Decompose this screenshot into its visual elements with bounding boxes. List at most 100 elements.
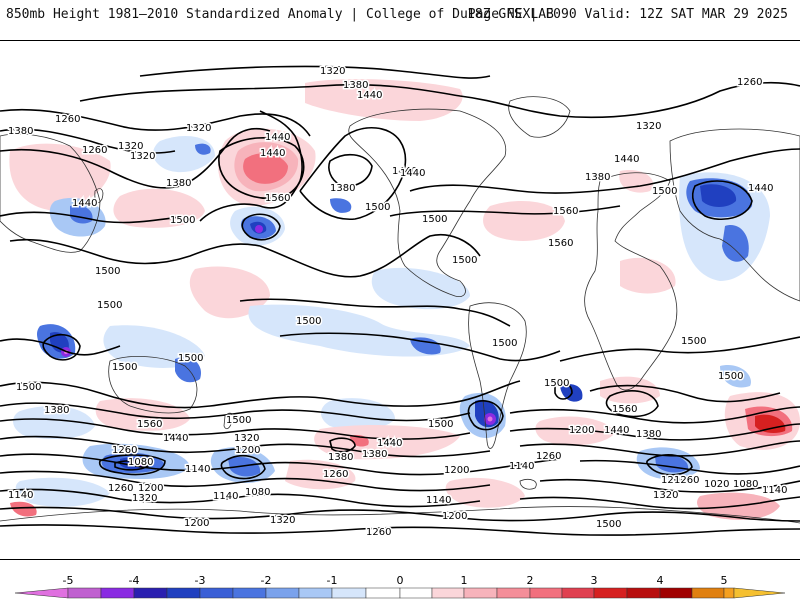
contour-label: 1380 xyxy=(44,405,69,416)
colorbar-ticks: -5 -4 -3 -2 -1 0 1 2 3 4 5 xyxy=(63,574,728,587)
colorbar-svg: -5 -4 -3 -2 -1 0 1 2 3 4 5 xyxy=(14,574,786,599)
contour-label: 1140 xyxy=(213,491,238,502)
colorbar-swatch xyxy=(733,587,786,599)
contour-label: 1560 xyxy=(265,193,290,204)
contour-label: 1200 xyxy=(444,465,469,476)
contour-label: 1320 xyxy=(234,433,259,444)
contour-label: 1440 xyxy=(748,183,773,194)
contour-label: 1260 xyxy=(737,77,762,88)
contour-label: 1200 xyxy=(661,475,686,486)
colorbar-swatch xyxy=(100,587,135,599)
colorbar-swatches xyxy=(14,587,786,599)
contour-label: 1200 xyxy=(442,511,467,522)
contour-label: 1440 xyxy=(614,154,639,165)
colorbar-swatch xyxy=(331,587,367,599)
contour-label: 1080 xyxy=(245,487,270,498)
contour-label: 1560 xyxy=(553,206,578,217)
colorbar-tick: -3 xyxy=(195,574,206,587)
contour-label: 1200 xyxy=(184,518,209,529)
contour-label: 1140 xyxy=(762,485,787,496)
contour-label: 1500 xyxy=(178,353,203,364)
contour-label: 1140 xyxy=(426,495,451,506)
colorbar-swatch xyxy=(265,587,300,599)
contour-label: 1320 xyxy=(132,493,157,504)
colorbar-tick: -2 xyxy=(261,574,272,587)
colorbar-swatch xyxy=(199,587,234,599)
colorbar-tick: 2 xyxy=(527,574,534,587)
contour-label: 1440 xyxy=(265,132,290,143)
contour-label: 1200 xyxy=(235,445,260,456)
contour-label: 1500 xyxy=(365,202,390,213)
colorbar-tick: 1 xyxy=(461,574,468,587)
colorbar-tick: -4 xyxy=(129,574,140,587)
contour-label: 1380 xyxy=(166,178,191,189)
colorbar-tick: 0 xyxy=(397,574,404,587)
coastlines xyxy=(0,96,800,524)
contour-label: 1500 xyxy=(718,371,743,382)
header: 850mb Height 1981–2010 Standardized Anom… xyxy=(0,0,800,30)
contour-label: 1260 xyxy=(108,483,133,494)
contour-label: 1320 xyxy=(636,121,661,132)
height-contours xyxy=(0,65,800,536)
contour-labels: 1320 1380 1440 1260 1260 1380 1320 1320 … xyxy=(7,65,789,540)
contour-label: 1320 xyxy=(130,151,155,162)
contour-label: 1260 xyxy=(366,527,391,538)
contour-label: 1260 xyxy=(82,145,107,156)
colorbar-swatch xyxy=(166,587,201,599)
colorbar: -5 -4 -3 -2 -1 0 1 2 3 4 5 xyxy=(10,572,790,600)
contour-label: 1200 xyxy=(138,483,163,494)
contour-label: 1440 xyxy=(604,425,629,436)
colorbar-swatch xyxy=(529,587,563,599)
contour-label: 1500 xyxy=(16,382,41,393)
contour-label: 1500 xyxy=(170,215,195,226)
colorbar-swatch xyxy=(593,587,628,599)
contour-label: 1260 xyxy=(55,114,80,125)
contour-label: 1260 xyxy=(674,475,699,486)
anomaly-map: 1320 1380 1440 1260 1260 1380 1320 1320 … xyxy=(0,41,800,559)
colorbar-swatch xyxy=(67,587,102,599)
contour-label: 1080 xyxy=(128,457,153,468)
contour-label: 1380 xyxy=(328,452,353,463)
contour-label: 1320 xyxy=(186,123,211,134)
contour-label: 1320 xyxy=(118,141,143,152)
contour-label: 1440 xyxy=(357,90,382,101)
contour-label: 1500 xyxy=(97,300,122,311)
contour-label: 1140 xyxy=(185,464,210,475)
contour-label: 1500 xyxy=(422,214,447,225)
map-panel: 1320 1380 1440 1260 1260 1380 1320 1320 … xyxy=(0,40,800,560)
contour-label: 1320 xyxy=(320,66,345,77)
contour-label: 1440 xyxy=(400,168,425,179)
contour-label: 1140 xyxy=(509,461,534,472)
colorbar-tick: 4 xyxy=(657,574,664,587)
contour-label: 1500 xyxy=(544,378,569,389)
colorbar-swatch xyxy=(399,587,433,599)
contour-label: 1560 xyxy=(612,404,637,415)
contour-label: 1440 xyxy=(163,433,188,444)
contour-label: 1440 xyxy=(377,438,402,449)
contour-label: 1260 xyxy=(112,445,137,456)
contour-label: 1500 xyxy=(296,316,321,327)
colorbar-swatch xyxy=(133,587,168,599)
colorbar-swatch xyxy=(298,587,333,599)
contour-label: 1440 xyxy=(72,198,97,209)
run-info: 18Z GFS | F090 Valid: 12Z SAT MAR 29 202… xyxy=(467,7,788,22)
colorbar-tick: -1 xyxy=(327,574,338,587)
contour-label: 1380 xyxy=(585,172,610,183)
colorbar-swatch xyxy=(232,587,267,599)
contour-label: 1380 xyxy=(362,449,387,460)
contour-label: 1500 xyxy=(95,266,120,277)
contour-label: 1380 xyxy=(330,183,355,194)
contour-label: 1440 xyxy=(392,166,417,177)
contour-label: 1320 xyxy=(270,515,295,526)
contour-label: 1500 xyxy=(226,415,251,426)
anomaly-shading xyxy=(9,79,800,520)
contour-label: 1560 xyxy=(548,238,573,249)
colorbar-swatch xyxy=(431,587,465,599)
colorbar-swatch xyxy=(365,587,401,599)
contour-label: 1140 xyxy=(8,490,33,501)
colorbar-tick: 3 xyxy=(591,574,598,587)
contour-label: 1380 xyxy=(8,126,33,137)
contour-label: 1260 xyxy=(323,469,348,480)
contour-label: 1500 xyxy=(428,419,453,430)
contour-label: 1500 xyxy=(492,338,517,349)
